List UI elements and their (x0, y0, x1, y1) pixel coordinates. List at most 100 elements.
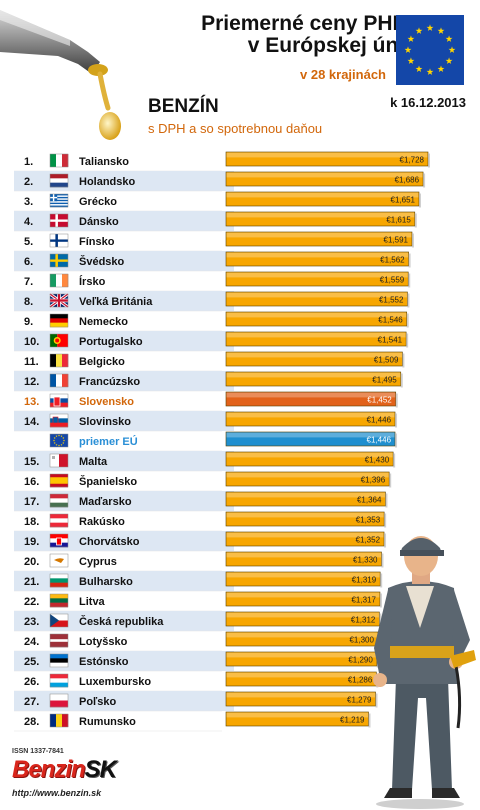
value-label: €1,300 (349, 636, 374, 645)
country-label: Slovensko (79, 396, 134, 408)
bar-shine (226, 592, 380, 598)
value-label: €1,546 (378, 316, 403, 325)
chart-row: 23. Česká republika €1,312 (14, 611, 382, 632)
subtitle: v 28 krajinách (300, 67, 386, 82)
chart-row: 1. Taliansko €1,728 (14, 151, 430, 172)
rank-label: 10. (24, 336, 39, 348)
rank-label: 8. (24, 296, 33, 308)
flag-gr-icon (49, 193, 69, 208)
bar-shadow (402, 353, 405, 368)
bar-shadow (407, 293, 410, 308)
rank-label: 25. (24, 656, 39, 668)
bar-shine (226, 292, 407, 298)
chart-row: 6. Švédsko €1,562 (14, 251, 411, 272)
country-label: Francúzsko (79, 376, 140, 388)
bar-shadow (423, 173, 426, 188)
flag-lv-icon (49, 633, 69, 648)
country-label: Rakúsko (79, 516, 125, 528)
flag-ee-icon (49, 653, 69, 668)
country-label: Chorvátsko (79, 536, 140, 548)
country-label: Česká republika (79, 615, 164, 628)
bar-shine (226, 712, 368, 718)
value-label: €1,430 (365, 456, 390, 465)
fuel-nozzle-icon (0, 10, 121, 140)
chart-row: 19. Chorvátsko €1,352 (14, 531, 387, 552)
row-stripe (14, 371, 234, 391)
bar-shadow (380, 573, 383, 588)
flag-lu-icon (49, 673, 69, 688)
chart-row: 5. Fínsko €1,591 (14, 231, 414, 252)
flag-ro-icon (49, 713, 69, 728)
rank-label: 3. (24, 196, 33, 208)
flag-nl-icon (49, 173, 69, 188)
row-stripe (14, 331, 234, 351)
bar-shadow (381, 553, 384, 568)
bar-shadow (379, 613, 382, 628)
value-label: €1,317 (351, 596, 376, 605)
flag-be-icon (49, 353, 69, 368)
title-line1: Priemerné ceny PHM (201, 12, 410, 35)
header: Priemerné ceny PHM v Európskej únii v 28… (0, 0, 480, 150)
bar-shadow (395, 413, 398, 428)
bar-shine (226, 632, 378, 638)
flag-hu-icon (49, 493, 69, 508)
chart-row: 8. Veľká Británia €1,552 (14, 291, 410, 312)
bar-shadow (428, 153, 430, 168)
rank-label: 6. (24, 256, 33, 268)
country-label: Portugalsko (79, 336, 143, 348)
benzinsk-logo: BenzinSK (12, 756, 117, 784)
row-stripe (14, 211, 234, 231)
bar-shine (226, 392, 396, 398)
flag-hr-icon (49, 533, 69, 548)
flag-ie-icon (49, 273, 69, 288)
chart-row: 18. Rakúsko €1,353 (14, 511, 387, 532)
issn: ISSN 1337-7841 (12, 748, 64, 755)
row-stripe (14, 651, 234, 671)
flag-se-icon (49, 253, 69, 268)
country-label: Litva (79, 596, 106, 608)
value-label: €1,353 (356, 516, 381, 525)
chart-row: 21. Bulharsko €1,319 (14, 571, 383, 592)
bar-shadow (389, 473, 392, 488)
value-label: €1,562 (380, 256, 405, 265)
bar-shadow (395, 433, 398, 448)
chart-row: 7. Írsko €1,559 (14, 271, 411, 292)
bar-shine (226, 452, 393, 458)
rank-label: 2. (24, 176, 33, 188)
flag-si-icon (49, 413, 69, 428)
row-stripe (14, 451, 234, 471)
rank-label: 14. (24, 416, 39, 428)
value-label: €1,352 (356, 536, 381, 545)
title-line2: v Európskej únii (247, 34, 410, 57)
chart-row: 17. Maďarsko €1,364 (14, 491, 388, 512)
rank-label: 27. (24, 696, 39, 708)
flag-gb-icon (49, 292, 69, 309)
bar (225, 291, 408, 307)
rank-label: 28. (24, 716, 39, 728)
value-label: €1,541 (378, 336, 403, 345)
country-label: Švédsko (79, 255, 125, 268)
bar-shine (226, 332, 406, 338)
bar-shine (226, 472, 389, 478)
rank-label: 4. (24, 216, 33, 228)
flag-de-icon (49, 313, 69, 328)
bar-shadow (408, 253, 411, 268)
value-label: €1,364 (357, 496, 382, 505)
rank-label: 20. (24, 556, 39, 568)
bar-shadow (406, 333, 409, 348)
value-label: €1,219 (340, 716, 365, 725)
country-label: Veľká Británia (79, 296, 153, 308)
website-url[interactable]: http://www.benzin.sk (12, 788, 102, 798)
rank-label: 22. (24, 596, 39, 608)
chart-row: 28. Rumunsko €1,219 (14, 711, 371, 732)
rank-label: 13. (24, 396, 39, 408)
country-label: Poľsko (79, 696, 117, 708)
value-label: €1,728 (400, 156, 425, 165)
chart-row: 25. Estónsko €1,290 (14, 651, 379, 672)
eu-flag-icon (396, 15, 464, 85)
rank-label: 7. (24, 276, 33, 288)
date: k 16.12.2013 (390, 95, 466, 110)
country-label: Belgicko (79, 356, 125, 368)
value-label: €1,286 (348, 676, 373, 685)
row-stripe (14, 411, 234, 431)
